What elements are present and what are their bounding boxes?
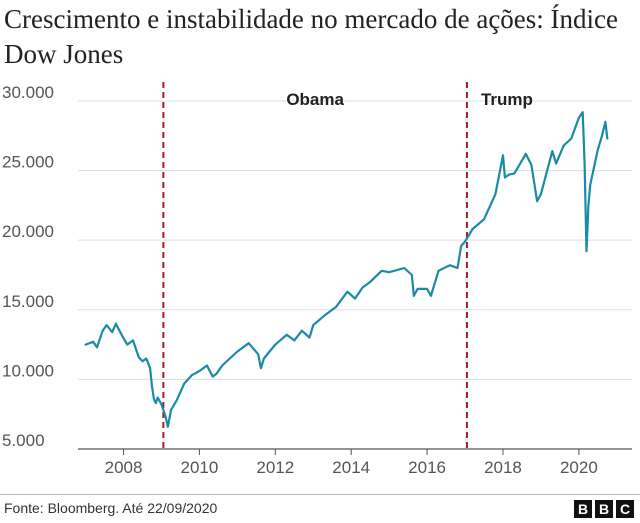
bbc-logo: B B C — [574, 500, 634, 518]
era-label-obama: Obama — [286, 90, 344, 109]
era-markers: Obama Trump — [162, 82, 533, 449]
x-tick-label: 2012 — [256, 458, 294, 477]
source-note: Fonte: Bloomberg. Até 22/09/2020 — [4, 500, 218, 516]
x-tick-label: 2016 — [408, 458, 446, 477]
x-tick-label: 2010 — [181, 458, 219, 477]
dow-jones-line — [84, 111, 609, 428]
y-tick-label: 20.000 — [2, 222, 54, 241]
y-tick-label: 25.000 — [2, 153, 54, 172]
logo-letter-b1: B — [574, 500, 592, 518]
y-tick-label: 30.000 — [2, 83, 54, 102]
x-tick-label: 2018 — [484, 458, 522, 477]
y-tick-label: 10.000 — [2, 361, 54, 380]
series-layer — [84, 111, 609, 428]
line-chart: 2008 2010 2012 2014 2016 2018 2020 5.000 10.000… — [2, 82, 632, 477]
y-tick-label: 5.000 — [2, 431, 45, 450]
x-tick-label: 2020 — [560, 458, 598, 477]
x-tick-label: 2014 — [332, 458, 370, 477]
y-tick-label: 15.000 — [2, 292, 54, 311]
logo-letter-c: C — [616, 500, 634, 518]
x-axis: 2008 2010 2012 2014 2016 2018 2020 — [78, 448, 632, 477]
y-tick-labels: 5.000 10.000 15.000 20.000 25.000 30.000 — [2, 83, 54, 450]
era-label-trump: Trump — [481, 90, 533, 109]
x-tick-label: 2008 — [105, 458, 143, 477]
chart-title: Crescimento e instabilidade no mercado d… — [4, 4, 619, 69]
grid-lines — [78, 100, 632, 380]
footer-divider — [0, 494, 640, 495]
logo-letter-b2: B — [595, 500, 613, 518]
